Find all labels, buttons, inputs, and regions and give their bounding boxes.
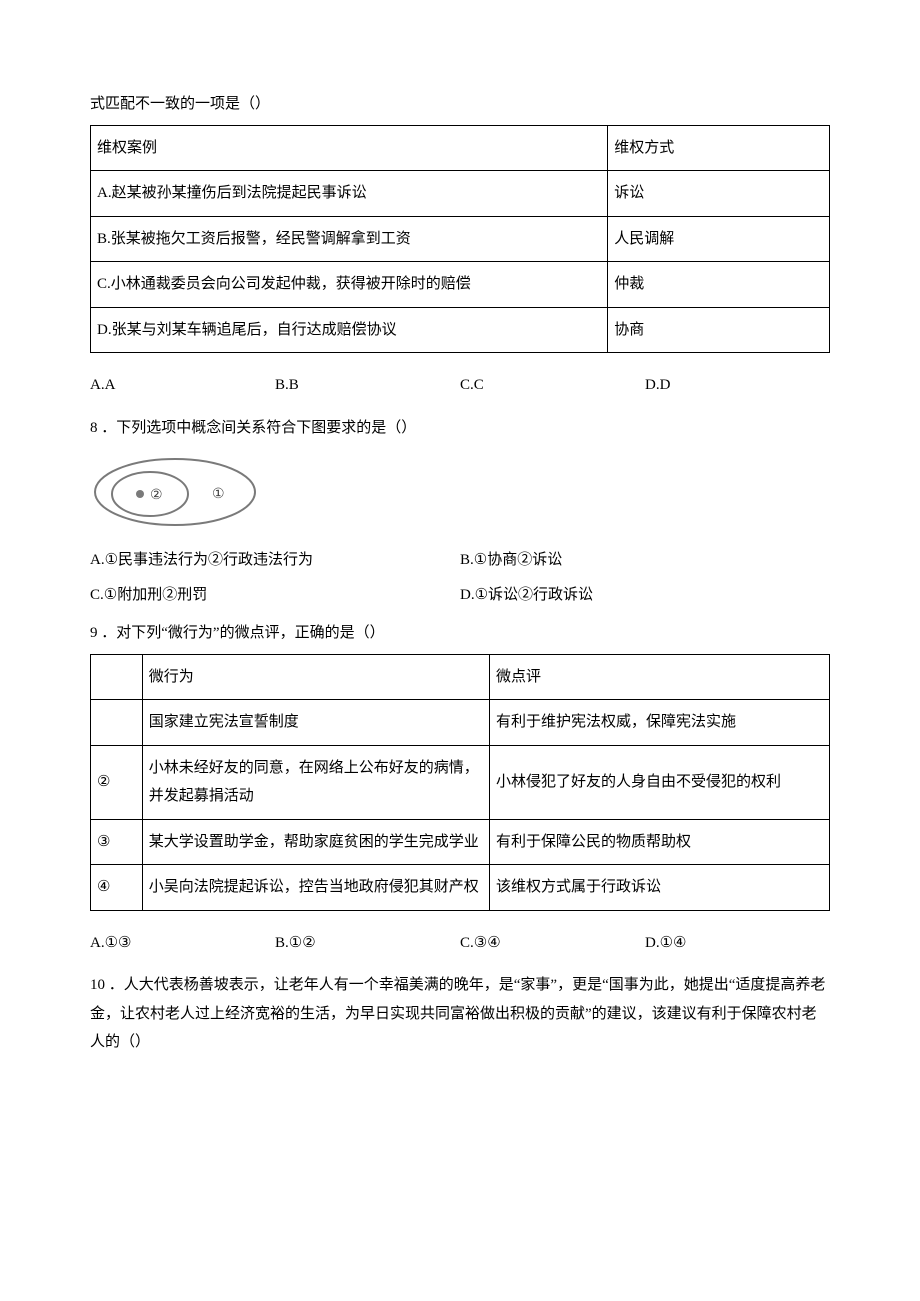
table-row: C.小林通裁委员会向公司发起仲裁，获得被开除时的赔偿 仲裁: [91, 262, 830, 308]
cell: 国家建立宪法宣誓制度: [142, 700, 489, 746]
cell: B.张某被拖欠工资后报警，经民警调解拿到工资: [91, 216, 608, 262]
cell: A.赵某被孙某撞伤后到法院提起民事诉讼: [91, 171, 608, 217]
venn-diagram: ② ①: [90, 452, 280, 532]
question9-options: A.①③ B.①② C.③④ D.①④: [90, 929, 830, 958]
option-a: A.A: [90, 371, 275, 400]
venn-inner-label: ②: [150, 488, 163, 503]
cell: 某大学设置助学金，帮助家庭贫困的学生完成学业: [142, 819, 489, 865]
question7-stem-tail: 式匹配不一致的一项是（）: [90, 90, 830, 119]
option-c: C.①附加刑②刑罚: [90, 581, 460, 610]
table-row: ④ 小吴向法院提起诉讼，控告当地政府侵犯其财产权 该维权方式属于行政诉讼: [91, 865, 830, 911]
question8-stem: 8 ．下列选项中概念间关系符合下图要求的是（）: [90, 414, 830, 443]
cell: 仲裁: [608, 262, 830, 308]
cell: [91, 654, 143, 700]
option-a: A.①民事违法行为②行政违法行为: [90, 546, 460, 575]
cell: 协商: [608, 307, 830, 353]
question8-options-row1: A.①民事违法行为②行政违法行为 B.①协商②诉讼: [90, 546, 830, 575]
question10-stem: 10 ．人大代表杨善坡表示，让老年人有一个幸福美满的晚年，是“家事”，更是“国事…: [90, 971, 830, 1057]
table-row: 微行为 微点评: [91, 654, 830, 700]
table-row: 维权案例 维权方式: [91, 125, 830, 171]
cell: 人民调解: [608, 216, 830, 262]
option-d: D.①诉讼②行政诉讼: [460, 581, 830, 610]
table-row: 国家建立宪法宣誓制度 有利于维护宪法权威，保障宪法实施: [91, 700, 830, 746]
question8-options-row2: C.①附加刑②刑罚 D.①诉讼②行政诉讼: [90, 581, 830, 610]
cell: 有利于保障公民的物质帮助权: [490, 819, 830, 865]
question9-table: 微行为 微点评 国家建立宪法宣誓制度 有利于维护宪法权威，保障宪法实施 ② 小林…: [90, 654, 830, 911]
table-row: A.赵某被孙某撞伤后到法院提起民事诉讼 诉讼: [91, 171, 830, 217]
question9-stem: 9 ．对下列“微行为”的微点评，正确的是（）: [90, 619, 830, 648]
table-header-case: 维权案例: [91, 125, 608, 171]
option-d: D.①④: [645, 929, 830, 958]
cell: 小林未经好友的同意，在网络上公布好友的病情，并发起募捐活动: [142, 745, 489, 819]
table-row: B.张某被拖欠工资后报警，经民警调解拿到工资 人民调解: [91, 216, 830, 262]
table-row: D.张某与刘某车辆追尾后，自行达成赔偿协议 协商: [91, 307, 830, 353]
venn-outer-label: ①: [212, 487, 225, 502]
cell: 小林侵犯了好友的人身自由不受侵犯的权利: [490, 745, 830, 819]
option-a: A.①③: [90, 929, 275, 958]
cell: 诉讼: [608, 171, 830, 217]
cell: ④: [91, 865, 143, 911]
cell: C.小林通裁委员会向公司发起仲裁，获得被开除时的赔偿: [91, 262, 608, 308]
option-b: B.①协商②诉讼: [460, 546, 830, 575]
cell: 小吴向法院提起诉讼，控告当地政府侵犯其财产权: [142, 865, 489, 911]
question7-options: A.A B.B C.C D.D: [90, 371, 830, 400]
option-b: B.B: [275, 371, 460, 400]
option-c: C.③④: [460, 929, 645, 958]
table-header-comment: 微点评: [490, 654, 830, 700]
option-b: B.①②: [275, 929, 460, 958]
table-header-method: 维权方式: [608, 125, 830, 171]
table-row: ③ 某大学设置助学金，帮助家庭贫困的学生完成学业 有利于保障公民的物质帮助权: [91, 819, 830, 865]
cell: D.张某与刘某车辆追尾后，自行达成赔偿协议: [91, 307, 608, 353]
cell: ③: [91, 819, 143, 865]
cell: [91, 700, 143, 746]
table-row: ② 小林未经好友的同意，在网络上公布好友的病情，并发起募捐活动 小林侵犯了好友的…: [91, 745, 830, 819]
option-d: D.D: [645, 371, 830, 400]
option-c: C.C: [460, 371, 645, 400]
cell: 有利于维护宪法权威，保障宪法实施: [490, 700, 830, 746]
question7-table: 维权案例 维权方式 A.赵某被孙某撞伤后到法院提起民事诉讼 诉讼 B.张某被拖欠…: [90, 125, 830, 354]
cell: 该维权方式属于行政诉讼: [490, 865, 830, 911]
table-header-behavior: 微行为: [142, 654, 489, 700]
cell: ②: [91, 745, 143, 819]
